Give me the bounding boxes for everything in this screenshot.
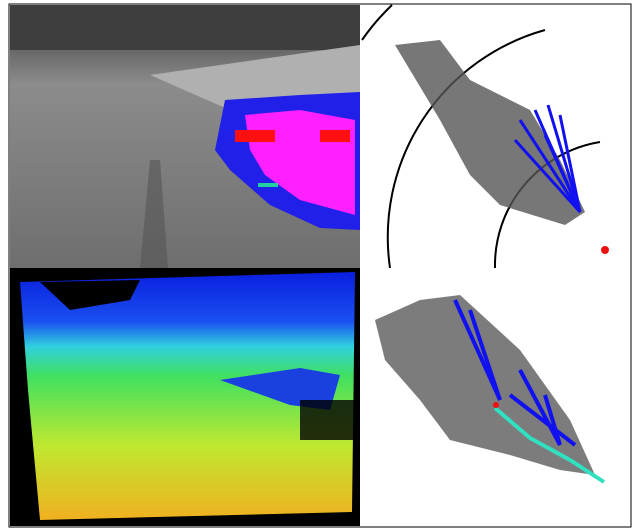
page xyxy=(0,0,637,531)
target xyxy=(601,246,609,254)
sensor-composite xyxy=(0,0,637,531)
tree-line xyxy=(10,5,360,50)
overlay-cyan xyxy=(258,183,278,187)
overlay-red xyxy=(320,130,350,142)
depth-panel xyxy=(10,268,360,526)
depth-hole xyxy=(300,400,355,440)
robot xyxy=(493,402,499,408)
polar-panel xyxy=(360,5,630,268)
camera-panel xyxy=(10,5,360,268)
overlay-red xyxy=(235,130,275,142)
map-panel xyxy=(360,268,630,526)
